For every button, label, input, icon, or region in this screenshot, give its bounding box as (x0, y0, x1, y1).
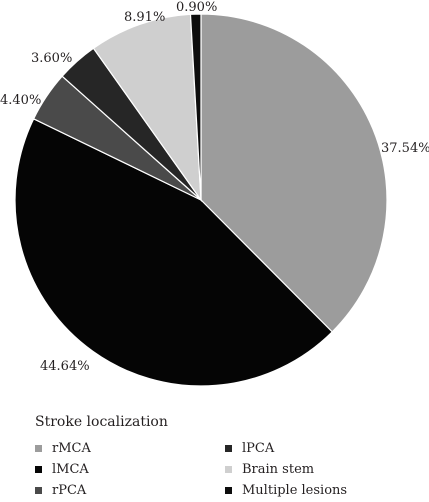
pie-slice-multiple-lesions (189, 13, 202, 201)
pie-slice-brain-stem (92, 13, 202, 203)
slice-label-rpca: 4.40% (0, 93, 41, 108)
legend-item-lpca: lPCA (225, 439, 274, 457)
pie-slice-lmca (14, 118, 334, 387)
slice-label-lmca: 44.64% (40, 359, 90, 374)
legend-item-rmca: rMCA (35, 439, 91, 457)
slice-label-brain-stem: 8.91% (124, 10, 165, 25)
legend-item-lmca: lMCA (35, 460, 89, 478)
slice-label-multiple-lesions: 0.90% (176, 0, 217, 15)
legend-item-multiple-lesions: Multiple lesions (225, 481, 347, 499)
legend-swatch-multiple-lesions (225, 486, 232, 494)
legend-swatch-rmca (35, 444, 42, 452)
pie-chart: 37.54% 44.64% 4.40% 3.60% 8.91% 0.90% (0, 0, 429, 387)
legend-swatch-lmca (35, 465, 42, 473)
legend-swatch-brain-stem (225, 465, 232, 473)
legend-item-rpca: rPCA (35, 481, 86, 499)
pie-slice-rmca (200, 13, 388, 333)
legend-label-lmca: lMCA (52, 461, 89, 477)
slice-label-rmca: 37.54% (381, 141, 429, 156)
legend-item-brain-stem: Brain stem (225, 460, 314, 478)
legend-label-multiple-lesions: Multiple lesions (242, 482, 348, 498)
legend-label-rpca: rPCA (52, 482, 87, 498)
legend-swatch-rpca (35, 486, 42, 494)
legend-label-rmca: rMCA (52, 440, 91, 456)
legend-title: Stroke localization (35, 414, 168, 430)
legend-label-brain-stem: Brain stem (242, 461, 315, 477)
slice-label-lpca: 3.60% (31, 51, 72, 66)
legend-swatch-lpca (225, 444, 232, 452)
legend-label-lpca: lPCA (242, 440, 275, 456)
